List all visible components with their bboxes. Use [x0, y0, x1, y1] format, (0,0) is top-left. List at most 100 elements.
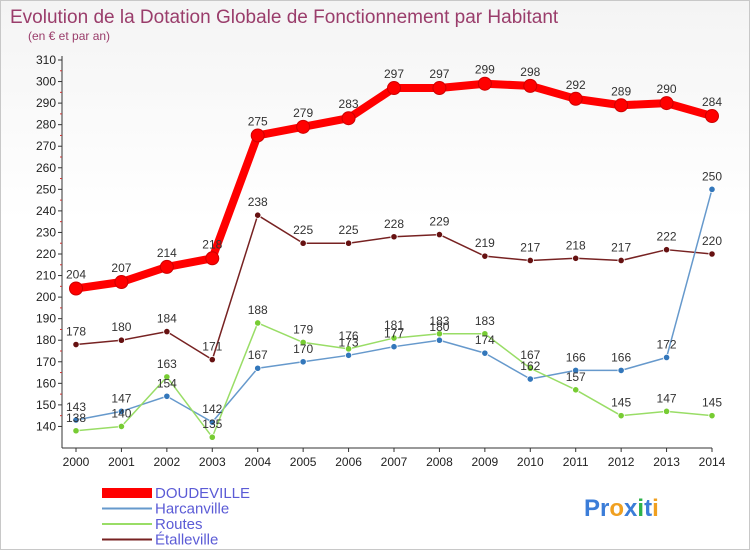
data-point-harcanville [435, 336, 444, 344]
y-tick-label: 240 [36, 204, 56, 218]
data-point-étalleville [526, 256, 534, 265]
y-tick-label: 170 [36, 355, 56, 369]
y-tick-label: 250 [36, 182, 56, 196]
x-tick-label: 2014 [699, 455, 726, 469]
logo-letter: P [584, 495, 600, 522]
y-tick-label: 200 [36, 290, 56, 304]
axes: 140 150 160 170 180 190 200 210 220 230 240 250 260 2… [36, 53, 726, 469]
data-point-doudeville [69, 281, 83, 296]
x-tick-label: 2004 [244, 455, 271, 469]
x-tick-label: 2005 [290, 455, 317, 469]
data-point-routes [662, 407, 671, 415]
data-label-routes: 145 [611, 396, 631, 410]
data-label-étalleville: 238 [248, 195, 268, 209]
data-point-harcanville [254, 364, 262, 372]
data-point-routes [72, 427, 80, 435]
data-label-étalleville: 222 [657, 230, 677, 244]
data-point-harcanville [708, 185, 716, 193]
data-label-harcanville: 170 [293, 342, 313, 356]
legend-label-doudeville: DOUDEVILLE [155, 485, 250, 502]
data-point-routes [390, 334, 398, 342]
data-point-étalleville [344, 239, 353, 247]
data-point-routes [163, 373, 171, 381]
y-tick-label: 290 [36, 96, 56, 110]
data-point-harcanville [481, 349, 489, 357]
x-tick-label: 2007 [381, 455, 408, 469]
x-tick-label: 2011 [563, 455, 589, 469]
data-label-harcanville: 167 [248, 348, 268, 362]
data-point-routes [708, 412, 716, 420]
data-point-doudeville [614, 98, 629, 113]
data-point-étalleville [435, 231, 444, 239]
data-point-doudeville [523, 78, 538, 93]
data-label-doudeville: 275 [248, 114, 268, 128]
data-label-routes: 188 [248, 303, 268, 317]
data-point-doudeville [250, 128, 265, 143]
data-label-routes: 157 [566, 370, 586, 384]
data-point-étalleville [481, 252, 489, 260]
logo-letter: x [624, 495, 638, 522]
data-label-routes: 163 [157, 357, 177, 371]
legend-label-étalleville: Étalleville [155, 532, 218, 549]
data-label-harcanville: 143 [66, 400, 86, 414]
y-tick-label: 300 [36, 75, 56, 89]
data-label-étalleville: 229 [429, 215, 449, 229]
data-label-doudeville: 204 [66, 267, 86, 281]
data-point-harcanville [617, 366, 625, 374]
logo-letter: i [637, 495, 644, 522]
data-point-doudeville [659, 96, 674, 111]
data-label-routes: 135 [202, 417, 222, 431]
data-label-doudeville: 207 [111, 261, 131, 275]
data-point-doudeville [705, 109, 719, 124]
data-point-doudeville [568, 91, 583, 106]
y-tick-label: 180 [36, 333, 56, 347]
logo-letter: i [652, 495, 659, 522]
data-point-routes [572, 386, 580, 394]
y-tick-label: 230 [36, 225, 56, 239]
chart-subtitle: (en € et par an) [28, 29, 110, 43]
data-label-étalleville: 217 [520, 240, 540, 254]
data-point-routes [254, 319, 262, 327]
data-label-harcanville: 172 [657, 337, 677, 351]
data-point-doudeville [432, 81, 447, 96]
data-point-harcanville [299, 358, 307, 366]
data-label-étalleville: 225 [293, 223, 313, 237]
data-point-routes [435, 330, 444, 338]
y-tick-label: 270 [36, 139, 56, 153]
data-label-harcanville: 180 [429, 320, 449, 334]
data-label-étalleville: 220 [702, 234, 722, 248]
data-point-étalleville [163, 327, 171, 336]
data-point-étalleville [208, 356, 216, 364]
y-tick-label: 190 [36, 312, 56, 326]
logo-letter: t [644, 495, 652, 522]
data-label-étalleville: 178 [66, 325, 86, 339]
data-point-harcanville [390, 343, 398, 351]
data-label-étalleville: 225 [339, 223, 359, 237]
data-label-routes: 181 [384, 318, 404, 332]
data-label-harcanville: 174 [475, 333, 495, 347]
series-lines [69, 76, 719, 441]
data-point-routes [208, 433, 216, 441]
x-tick-label: 2001 [108, 455, 135, 469]
data-point-doudeville [159, 259, 174, 274]
data-point-doudeville [205, 251, 220, 266]
data-label-étalleville: 217 [611, 240, 631, 254]
logo-letter: o [609, 495, 624, 522]
data-label-doudeville: 298 [520, 65, 540, 79]
y-tick-label: 160 [36, 376, 56, 390]
data-label-harcanville: 177 [384, 327, 404, 341]
data-point-doudeville [477, 76, 492, 91]
data-point-harcanville [72, 416, 80, 424]
data-point-étalleville [662, 246, 671, 254]
data-point-routes [117, 422, 126, 431]
data-point-routes [344, 345, 353, 353]
data-label-routes: 140 [111, 406, 131, 420]
logo-letter: r [600, 495, 609, 522]
proxiti-logo: Proxiti [584, 495, 659, 522]
data-point-étalleville [390, 233, 398, 241]
data-label-harcanville: 250 [702, 169, 722, 183]
data-point-doudeville [114, 275, 129, 290]
x-tick-label: 2008 [426, 455, 453, 469]
data-point-étalleville [117, 336, 126, 344]
